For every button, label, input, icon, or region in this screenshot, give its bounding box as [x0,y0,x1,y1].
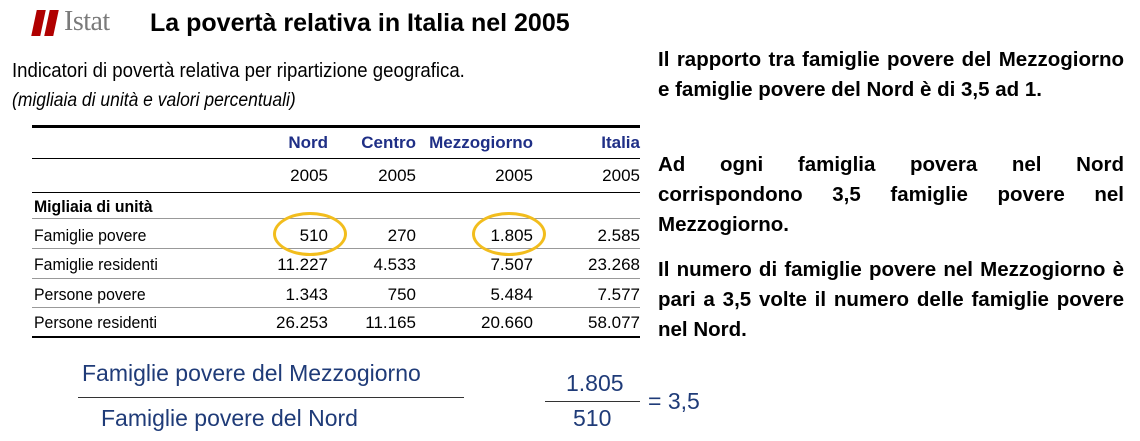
table-header-rule [32,158,640,159]
column-header-nord: Nord [288,133,328,152]
table-cell: 7.577 [597,285,640,304]
table-cell: 11.227 [277,255,328,274]
row-label: Persone povere [34,285,146,304]
table-cell: 58.077 [588,313,640,332]
clipped-text-strip [120,117,590,121]
table-cell: 23.268 [588,255,640,274]
formula-numerator-text: Famiglie povere del Mezzogiorno [82,360,421,386]
row-rule [32,278,640,279]
formula-result: = 3,5 [648,388,700,414]
row-label: Famiglie residenti [34,255,158,274]
highlight-circle-nord [273,212,347,256]
table-bottom-rule [32,336,640,338]
table-cell: 4.533 [373,255,416,274]
formula-denominator-text: Famiglie povere del Nord [101,405,358,431]
table-cell: 26.253 [276,313,328,332]
formula-denominator-value: 510 [573,405,612,431]
year-cell: 2005 [378,166,416,185]
table-cell: 2.585 [597,226,640,245]
year-cell: 2005 [495,166,533,185]
row-label: Famiglie povere [34,226,147,245]
formula-numerator-value: 1.805 [566,370,624,396]
formula-text-fraction-line [78,397,464,398]
column-header-italia: Italia [601,133,640,152]
table-cell: 270 [387,226,416,245]
paragraph-corrispondenza: Ad ogni famiglia povera nel Nord corrisp… [658,153,1124,236]
table-top-rule [32,125,640,128]
table-cell: 750 [387,285,416,304]
column-header-centro: Centro [361,133,416,152]
page-title: La povertà relativa in Italia nel 2005 [150,9,570,37]
section-label: Migliaia di unità [34,197,153,216]
table-cell: 11.165 [365,313,416,332]
logo-bar-icon [44,10,59,36]
paragraph-rapporto: Il rapporto tra famiglie povere del Mezz… [658,48,1124,101]
table-cell: 5.484 [490,285,533,304]
row-label: Persone residenti [34,313,158,332]
column-header-mezzogiorno: Mezzogiorno [429,133,533,152]
year-cell: 2005 [602,166,640,185]
table-subtitle: (migliaia di unità e valori percentuali) [12,90,296,111]
logo-wordmark: Istat [64,6,110,37]
row-rule [32,307,640,308]
table-cell: 7.507 [490,255,533,274]
table-cell: 1.343 [285,285,328,304]
year-cell: 2005 [290,166,328,185]
highlight-circle-mezzogiorno [472,212,546,256]
table-title: Indicatori di povertà relativa per ripar… [12,60,465,82]
formula-value-fraction-line [545,401,640,402]
logo-bar-icon [31,10,46,36]
table-year-rule [32,192,640,193]
table-cell: 20.660 [481,313,533,332]
paragraph-numero: Il numero di famiglie povere nel Mezzogi… [658,258,1124,341]
istat-logo: Istat [30,4,150,40]
